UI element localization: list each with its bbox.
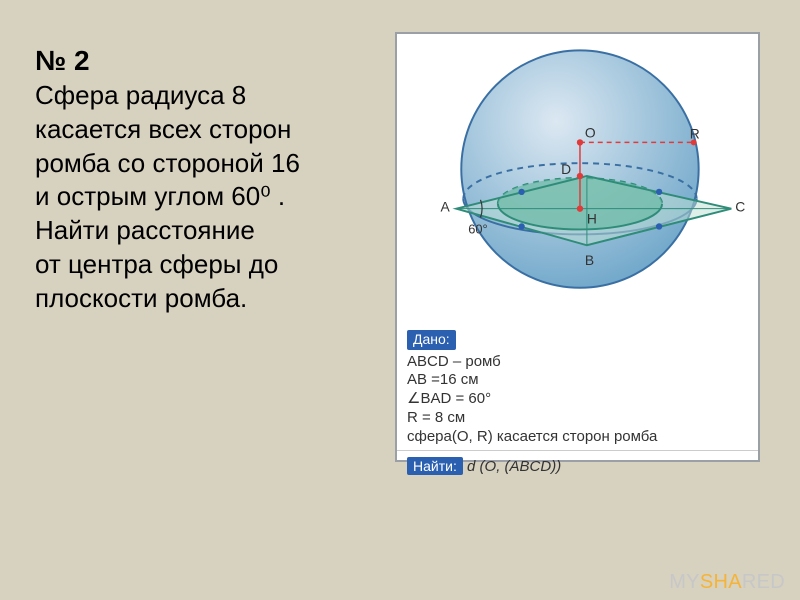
- svg-text:A: A: [441, 199, 451, 215]
- svg-text:O: O: [585, 124, 596, 140]
- problem-line: и острым углом 60⁰ .: [35, 180, 375, 214]
- sphere-rhombus-diagram: O D H R A B C 60°: [397, 34, 758, 324]
- svg-text:60°: 60°: [468, 221, 487, 236]
- problem-line: ромба со стороной 16: [35, 147, 375, 181]
- problem-text-column: № 2 Сфера радиуса 8 касается всех сторон…: [35, 45, 375, 316]
- problem-line: касается всех сторон: [35, 113, 375, 147]
- watermark-accent: SHA: [700, 571, 742, 593]
- svg-text:H: H: [587, 211, 597, 227]
- find-badge: Найти:: [407, 457, 463, 475]
- problem-number: № 2: [35, 45, 375, 77]
- diagram-area: O D H R A B C 60°: [397, 34, 758, 324]
- watermark: MYSHARED: [669, 571, 785, 594]
- figure-panel: O D H R A B C 60° Дано: ABCD – ромб AB =16 см ∠…: [395, 32, 760, 462]
- problem-line: плоскости ромба.: [35, 282, 375, 316]
- watermark-suffix: RED: [742, 571, 785, 593]
- slide-root: № 2 Сфера радиуса 8 касается всех сторон…: [0, 0, 800, 600]
- svg-text:B: B: [585, 252, 594, 268]
- find-block: Найти: d (O, (ABCD)): [397, 451, 758, 486]
- problem-line: Сфера радиуса 8: [35, 79, 375, 113]
- problem-line: Найти расстояние: [35, 214, 375, 248]
- svg-text:R: R: [690, 125, 700, 141]
- given-line: ABCD – ромб: [407, 353, 748, 372]
- given-badge: Дано:: [407, 330, 456, 350]
- given-line: ∠BAD = 60°: [407, 390, 748, 409]
- svg-text:D: D: [561, 161, 571, 177]
- problem-body: Сфера радиуса 8 касается всех сторон ром…: [35, 79, 375, 316]
- svg-text:C: C: [735, 199, 745, 215]
- find-text: d (O, (ABCD)): [467, 458, 561, 475]
- problem-line: от центра сферы до: [35, 248, 375, 282]
- given-line: AB =16 см: [407, 371, 748, 390]
- given-line: R = 8 см: [407, 409, 748, 428]
- watermark-prefix: MY: [669, 571, 700, 593]
- given-block: Дано: ABCD – ромб AB =16 см ∠BAD = 60° R…: [397, 324, 758, 446]
- given-line: сфера(O, R) касается сторон ромба: [407, 428, 748, 447]
